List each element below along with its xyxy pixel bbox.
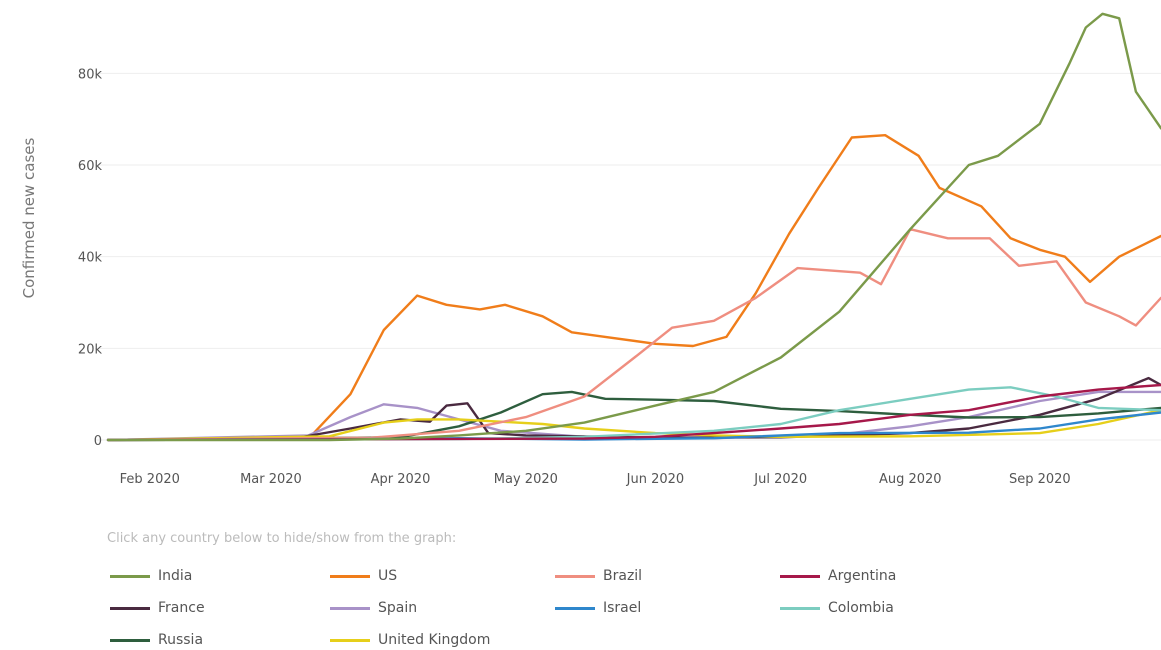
legend-label: Brazil [603,568,643,584]
legend-label: Colombia [828,600,894,616]
legend-label: India [158,568,193,584]
legend-item-brazil[interactable]: Brazil [555,566,642,586]
legend-swatch [330,574,370,578]
legend-swatch [780,606,820,610]
x-tick-label: Jun 2020 [626,472,685,487]
legend-area: Click any country below to hide/show fro… [0,522,1161,650]
legend-item-france[interactable]: France [110,598,205,618]
legend-swatch [555,574,595,578]
legend-swatch [555,606,595,610]
x-tick-label: Mar 2020 [240,472,302,487]
y-axis-label: Confirmed new cases [20,137,38,298]
legend-label: Argentina [828,568,897,584]
x-axis-ticks: Feb 2020 Mar 2020 Apr 2020 May 2020 Jun 2020… [120,472,1071,487]
series-line-united-kingdom [106,409,1161,442]
legend-item-colombia[interactable]: Colombia [780,598,894,618]
legend-swatch [780,574,820,578]
legend-item-united-kingdom[interactable]: United Kingdom [330,630,490,650]
line-chart: 0 20k 40k 60k 80k Feb 2020 Mar 2020 Apr 2020 Ma… [20,12,1161,487]
legend-item-india[interactable]: India [110,566,192,586]
legend-label: US [378,568,398,584]
legend-swatch [330,638,370,642]
legend-label: United Kingdom [378,632,491,648]
x-tick-label: Aug 2020 [879,472,942,487]
y-tick-label: 40k [78,251,103,266]
y-tick-label: 20k [78,342,103,357]
legend-swatch [110,574,150,578]
y-axis-ticks: 0 20k 40k 60k 80k [78,67,103,449]
x-tick-label: Jul 2020 [753,472,807,487]
x-tick-label: Feb 2020 [120,472,180,487]
y-tick-label: 0 [94,434,102,449]
series-line-argentina [106,383,1161,442]
series-line-brazil [106,228,1161,442]
series-line-us [106,134,1161,442]
y-tick-label: 80k [78,67,103,82]
y-tick-label: 60k [78,159,103,174]
legend-item-israel[interactable]: Israel [555,598,641,618]
gridlines [95,72,1161,441]
legend-item-spain[interactable]: Spain [330,598,417,618]
x-tick-label: Apr 2020 [371,472,431,487]
x-tick-label: Sep 2020 [1009,472,1071,487]
legend-item-us[interactable]: US [330,566,397,586]
legend-item-russia[interactable]: Russia [110,630,203,650]
legend-item-argentina[interactable]: Argentina [780,566,896,586]
series-lines [106,12,1161,442]
legend-swatch [110,638,150,642]
legend-swatch [110,606,150,610]
legend-label: Spain [378,600,418,616]
legend-hint: Click any country below to hide/show fro… [107,531,457,546]
legend-label: Russia [158,632,204,648]
series-line-colombia [106,386,1161,442]
x-tick-label: May 2020 [494,472,558,487]
legend-label: France [158,600,205,616]
legend-swatch [330,606,370,610]
chart-area: 0 20k 40k 60k 80k Feb 2020 Mar 2020 Apr 2020 Ma… [20,12,1161,487]
series-line-india [106,12,1161,442]
legend-label: Israel [603,600,642,616]
